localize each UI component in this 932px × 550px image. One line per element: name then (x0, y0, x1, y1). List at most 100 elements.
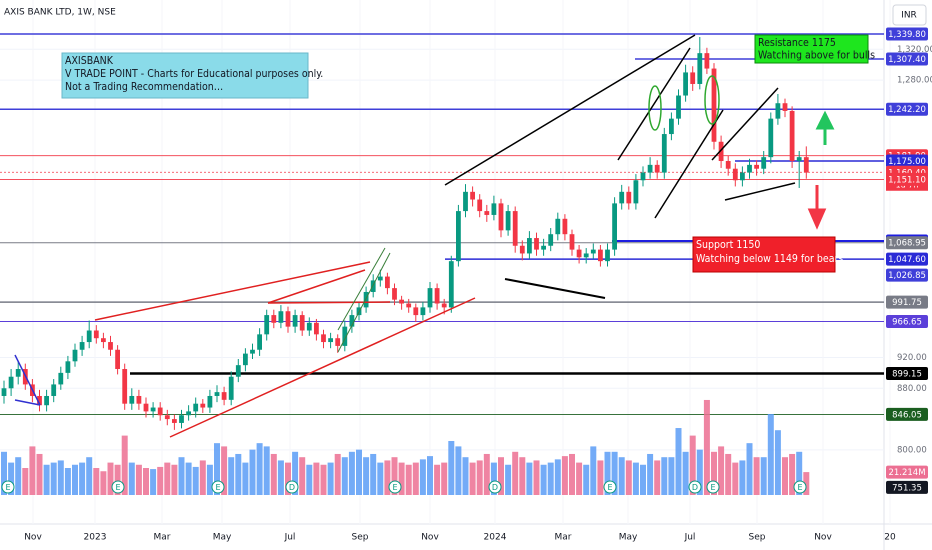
candle-body (264, 315, 270, 335)
candle-body (605, 249, 610, 262)
volume-bar (256, 443, 263, 495)
volume-label-box (886, 465, 928, 479)
note-box (754, 34, 869, 64)
volume-bar (419, 459, 426, 495)
price-label: 1,026.85 (888, 271, 926, 281)
candle-body (477, 199, 483, 212)
candle-body (243, 353, 248, 366)
note-box (692, 236, 836, 273)
volume-bar (554, 459, 561, 495)
price-label-box (886, 52, 928, 66)
candle-body (463, 191, 468, 212)
volume-bar (789, 453, 796, 495)
candle-body (292, 315, 298, 327)
price-label: 966.65 (892, 318, 922, 328)
price-label-box (886, 102, 928, 116)
volume-bar (533, 460, 540, 495)
volume-bar (469, 462, 476, 495)
volume-bar (8, 462, 15, 495)
candle-body (626, 191, 632, 204)
candle-body (257, 334, 262, 350)
note-text: Support 1150 (696, 239, 760, 251)
down-arrow (807, 185, 827, 230)
candle-body (569, 234, 575, 250)
y-tick-label: 1,280.00 (897, 76, 932, 86)
candle-body (172, 419, 177, 423)
candle-body (143, 403, 149, 412)
volume-bar (306, 464, 313, 495)
volume-bar (632, 462, 639, 495)
volume-bar (107, 462, 114, 495)
channel-line (337, 247, 386, 331)
note-box (61, 52, 309, 99)
candle-body (562, 218, 568, 235)
volume-bar (341, 457, 348, 495)
y-tick-label: 880.00 (897, 384, 927, 394)
volume-bar (398, 462, 405, 495)
x-tick-label: 20 (884, 533, 896, 543)
volume-bar (150, 469, 157, 495)
candle-body (65, 361, 71, 373)
candle-body (122, 369, 128, 404)
candle-body (306, 322, 312, 331)
candle-body (58, 372, 64, 385)
volume-bar (682, 451, 689, 495)
currency-box[interactable] (892, 4, 927, 26)
volume-bar (647, 453, 654, 495)
candle-body (590, 249, 596, 254)
candle-body (399, 299, 404, 304)
volume-bar (767, 414, 774, 495)
candle-body (576, 249, 582, 258)
volume-bar (412, 462, 419, 495)
volume-bar (505, 464, 512, 495)
price-label-box (886, 27, 928, 41)
candle-body (647, 164, 653, 173)
event-marker (1, 480, 15, 494)
candle-body (285, 311, 291, 327)
y-tick-label: 800.00 (897, 445, 927, 455)
x-tick-label: Mar (555, 533, 572, 543)
candle-body (1, 388, 7, 396)
candle-body (363, 291, 369, 308)
volume-bar (214, 443, 220, 495)
candle-body (768, 118, 774, 158)
candle-body (789, 110, 795, 162)
volume-bar (576, 462, 583, 495)
candle-body (669, 118, 674, 135)
candle-body (512, 211, 518, 246)
volume-bar (143, 468, 149, 495)
volume-bar (441, 462, 448, 495)
candle-body (328, 338, 333, 343)
volume-bar (313, 462, 320, 495)
event-label: D (692, 483, 698, 492)
x-tick-label: Sep (749, 533, 766, 543)
volume-bar (320, 464, 327, 495)
price-label-box (886, 172, 928, 186)
event-label: E (392, 483, 397, 492)
trend-line (267, 301, 391, 304)
volume-bar (590, 446, 597, 495)
x-tick-label: Nov (814, 533, 832, 543)
candle-body (406, 303, 412, 308)
volume-bar (206, 464, 213, 495)
candle-body (314, 322, 319, 335)
candle-body (441, 303, 447, 308)
volume-bar (782, 457, 788, 495)
candle-body (740, 172, 745, 181)
candle-body (413, 307, 419, 316)
x-tick-label: Mar (154, 533, 171, 543)
volume-bar (547, 462, 554, 495)
candle-body (527, 238, 532, 254)
event-marker (688, 480, 702, 494)
candle-body (278, 311, 284, 323)
price-label: 1,175.00 (888, 157, 926, 167)
y-tick-label: 1,320.00 (897, 45, 932, 55)
volume-bar (654, 460, 661, 495)
volume-bar (718, 446, 725, 495)
price-label: 991.75 (892, 298, 922, 308)
price-label-box (886, 154, 928, 168)
candle-body (200, 403, 206, 408)
candle-body (754, 164, 759, 169)
price-label: 846.05 (892, 410, 922, 420)
volume-bar (36, 453, 43, 495)
